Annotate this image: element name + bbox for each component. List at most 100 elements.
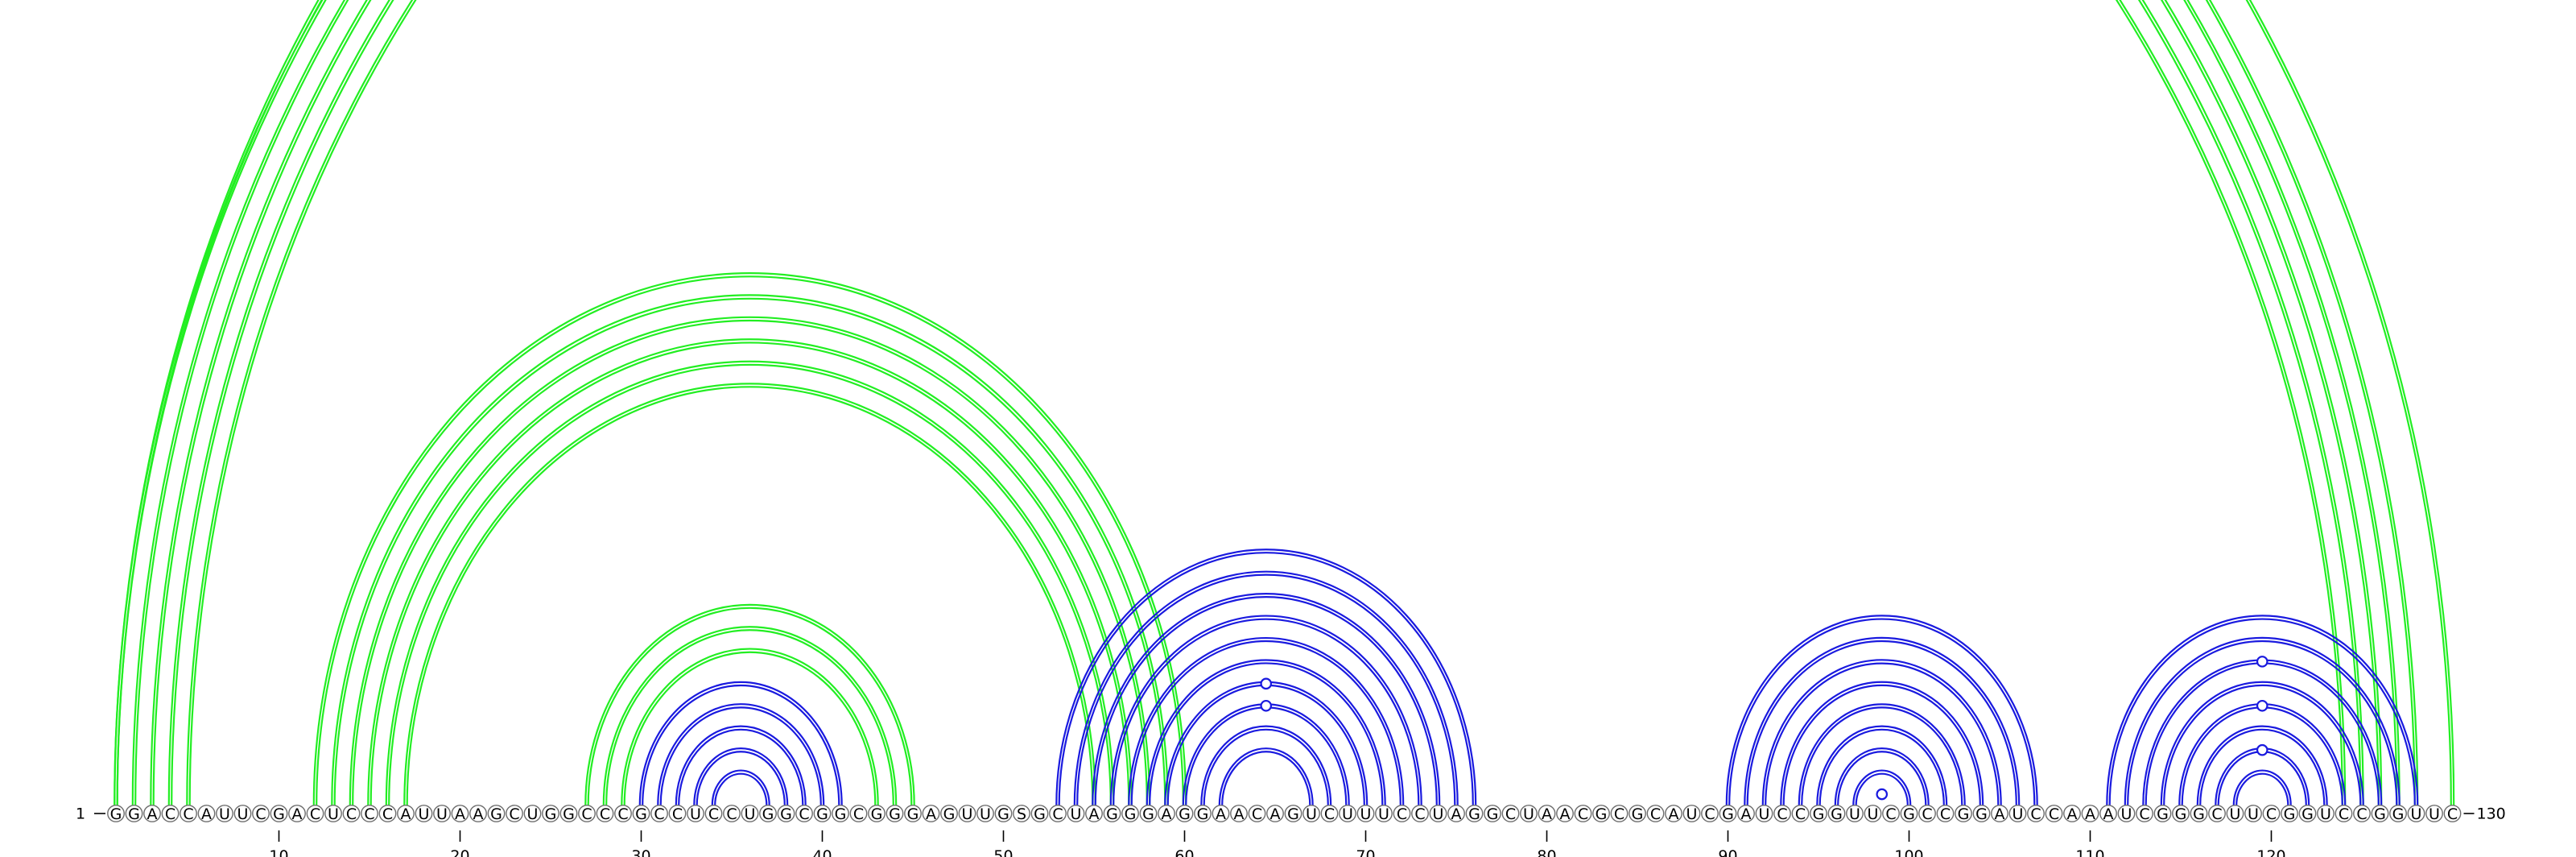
nucleotide-circle-115 <box>2172 805 2190 822</box>
nucleotide-43: G <box>871 805 883 823</box>
nucleotide-3: A <box>147 805 158 823</box>
sequence-start-label: 1 <box>76 805 85 823</box>
nucleotide-19: U <box>436 805 448 823</box>
nucleotide-circle-105 <box>1991 805 2008 822</box>
base-pair-arc-53-76 <box>1058 552 1474 805</box>
nucleotide-112: U <box>2121 805 2132 823</box>
nucleotide-83: G <box>1596 805 1608 823</box>
base-pair-arcs <box>114 0 2455 805</box>
nucleotide-66: G <box>1287 805 1299 823</box>
nucleotide-82: C <box>1578 805 1588 823</box>
base-pair-arc-31-40 <box>659 706 822 805</box>
nucleotide-circle-21 <box>469 805 487 822</box>
nucleotide-117: C <box>2211 805 2222 823</box>
nucleotide-circle-17 <box>397 805 415 822</box>
nucleotide-circle-19 <box>433 805 451 822</box>
base-pair-arc-118-121 <box>2232 769 2292 805</box>
nucleotide-circle-13 <box>324 805 342 822</box>
base-pair-arc-60-69 <box>1182 703 1350 805</box>
nucleotide-circle-126 <box>2371 805 2389 822</box>
nucleotide-68: C <box>1324 805 1335 823</box>
base-pair-arc-15-57 <box>367 338 1133 805</box>
nucleotide-circle-73 <box>1411 805 1429 822</box>
nucleotide-55: A <box>1089 805 1100 823</box>
nucleotide-111: A <box>2103 805 2114 823</box>
nucleotide-84: C <box>1614 805 1624 823</box>
nucleotide-circle-36 <box>741 805 759 822</box>
base-pair-arc-93-104 <box>1782 684 1981 805</box>
nucleotide-circle-94 <box>1791 805 1810 822</box>
base-pair-arc-61-68 <box>1203 728 1329 805</box>
nucleotide-circle-117 <box>2208 805 2226 822</box>
nucleotide-121: G <box>2284 805 2296 823</box>
base-pair-arc-116-123 <box>2196 725 2328 805</box>
base-pair-arc-111-128 <box>2106 615 2419 805</box>
nucleotide-88: U <box>1686 805 1698 823</box>
nucleotide-11: A <box>292 805 303 823</box>
nucleotide-73: C <box>1414 805 1425 823</box>
nucleotide-circle-7 <box>216 805 233 822</box>
nucleotide-circle-107 <box>2027 805 2045 822</box>
nucleotide-circle-9 <box>252 805 270 822</box>
nucleotide-123: U <box>2320 805 2331 823</box>
nucleotide-91: A <box>1741 805 1752 823</box>
nucleotide-circle-79 <box>1520 805 1538 822</box>
sequence-end-label: 130 <box>2477 805 2506 823</box>
base-pair-arc-13-59 <box>333 297 1166 805</box>
tick-label-70: 70 <box>1356 847 1375 857</box>
nucleotide-circle-106 <box>2008 805 2027 822</box>
nucleotide-100: G <box>1903 805 1915 823</box>
nucleotide-circle-82 <box>1574 805 1592 822</box>
nucleotide-113: C <box>2139 805 2149 823</box>
nucleotide-circle-58 <box>1139 805 1158 822</box>
nucleotide-circle-125 <box>2353 805 2371 822</box>
nucleotide-96: G <box>1831 805 1843 823</box>
nucleotide-circle-77 <box>1484 805 1501 822</box>
tick-label-30: 30 <box>631 847 650 857</box>
nucleotide-130: C <box>2447 805 2458 823</box>
base-pair-arc-53-76 <box>1055 548 1477 805</box>
nucleotide-75: A <box>1451 805 1462 823</box>
nucleotide-circle-33 <box>687 805 704 822</box>
nucleotide-circle-97 <box>1846 805 1864 822</box>
nucleotide-circle-110 <box>2081 805 2099 822</box>
nucleotide-circle-62 <box>1212 805 1230 822</box>
nucleotide-128: U <box>2411 805 2422 823</box>
arc-marker-113-126 <box>2256 656 2268 668</box>
nucleotide-circle-108 <box>2045 805 2063 822</box>
base-pair-arc-92-105 <box>1761 659 2002 805</box>
base-pair-arc-56-73 <box>1113 618 1420 805</box>
base-pair-arc-29-43 <box>621 648 879 805</box>
nucleotide-25: G <box>545 805 557 823</box>
nucleotide-95: G <box>1813 805 1825 823</box>
base-pair-arc-58-71 <box>1146 659 1386 805</box>
nucleotide-circle-78 <box>1501 805 1520 822</box>
nucleotide-42: C <box>853 805 864 823</box>
nucleotide-circle-1 <box>107 805 125 822</box>
nucleotide-circle-30 <box>632 805 650 822</box>
base-pair-arc-3-126 <box>150 0 2383 805</box>
nucleotide-32: C <box>672 805 683 823</box>
nucleotide-108: C <box>2049 805 2059 823</box>
nucleotide-2: G <box>128 805 140 823</box>
base-pair-arc-62-67 <box>1218 747 1314 805</box>
nucleotide-circle-98 <box>1864 805 1882 822</box>
nucleotide-circle-104 <box>1972 805 1991 822</box>
nucleotide-circle-26 <box>559 805 578 822</box>
nucleotide-6: A <box>201 805 212 823</box>
arc-marker-115-124 <box>2256 699 2268 712</box>
base-pair-arc-14-58 <box>352 319 1148 805</box>
nucleotide-122: G <box>2301 805 2314 823</box>
base-pair-arc-34-37 <box>714 772 768 805</box>
nucleotide-circle-27 <box>578 805 596 822</box>
base-pair-arc-4-125 <box>171 0 2362 805</box>
base-pair-arc-91-106 <box>1746 640 2017 805</box>
nucleotide-circle-39 <box>795 805 813 822</box>
base-pair-arc-12-60 <box>316 275 1184 805</box>
nucleotide-circle-116 <box>2190 805 2208 822</box>
nucleotide-65: A <box>1270 805 1281 823</box>
nucleotide-35: C <box>726 805 737 823</box>
nucleotide-8: U <box>237 805 249 823</box>
nucleotide-circle-118 <box>2226 805 2244 822</box>
nucleotide-36: U <box>745 805 756 823</box>
